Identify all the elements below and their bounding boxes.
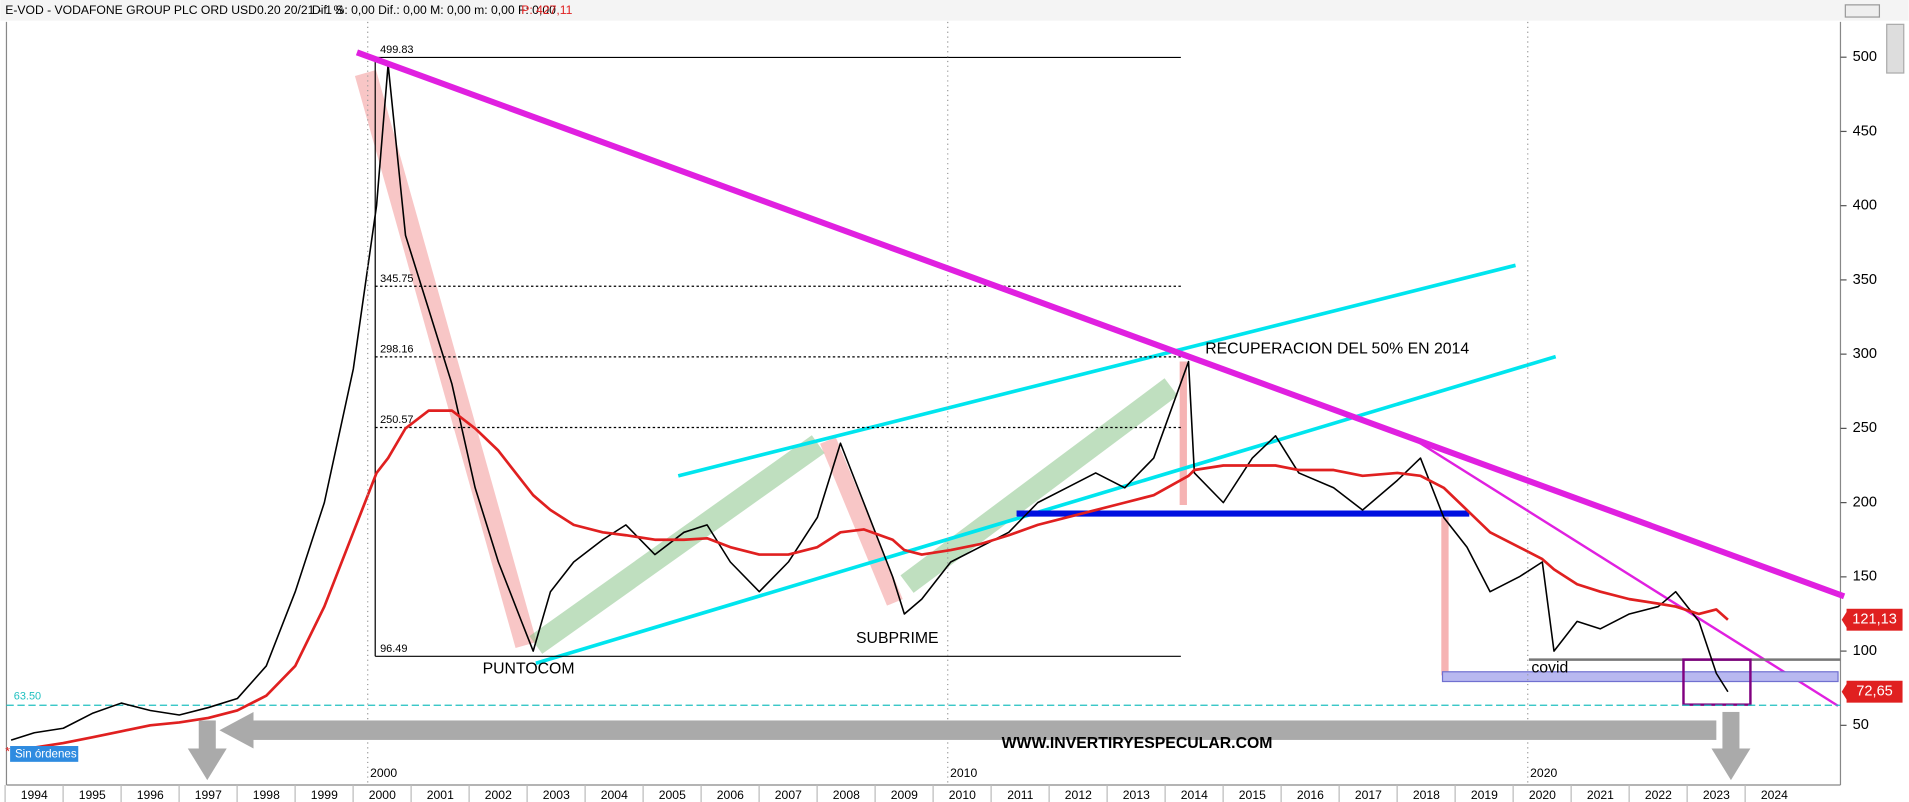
header-bar xyxy=(0,0,1909,21)
x-tick-label: 2013 xyxy=(1123,788,1150,802)
x-tick-label: 2015 xyxy=(1239,788,1266,802)
y-tick-label: 500 xyxy=(1853,49,1877,65)
decade-label: 2010 xyxy=(950,766,977,780)
down-arrow xyxy=(1722,711,1740,751)
fib-label: 499.83 xyxy=(380,44,413,56)
decade-label: 2000 xyxy=(370,766,397,780)
annotation: RECUPERACION DEL 50% EN 2014 xyxy=(1205,340,1469,357)
side-tool[interactable] xyxy=(1886,23,1905,74)
annotation: WWW.INVERTIRYESPECULAR.COM xyxy=(1002,735,1273,752)
y-tick-label: 450 xyxy=(1853,123,1877,139)
price-tag-pointer xyxy=(1841,609,1848,630)
x-tick-label: 2000 xyxy=(369,788,396,802)
down-arrow-head xyxy=(1711,748,1751,781)
price-line xyxy=(10,63,1729,741)
trend-line xyxy=(535,354,1557,666)
y-tick-label: 300 xyxy=(1853,346,1877,362)
focus-box xyxy=(1682,658,1752,706)
y-tick-label: 200 xyxy=(1853,494,1877,510)
x-tick-label: 2011 xyxy=(1007,788,1033,802)
range-arrow xyxy=(243,720,1717,740)
down-arrow-shape xyxy=(820,437,903,606)
x-tick-label: 2002 xyxy=(485,788,512,802)
trend-line xyxy=(355,49,1846,600)
annotation: PUNTOCOM xyxy=(483,661,575,678)
x-tick-label: 2001 xyxy=(427,788,454,802)
overlays: * Sin órdenes 121,13 72,65 PUNTOCOM SUBPRIM… xyxy=(5,49,1903,781)
x-tick-label: 1999 xyxy=(311,788,338,802)
x-tick-label: 2020 xyxy=(1529,788,1556,802)
y-tick-label: 400 xyxy=(1853,198,1877,214)
y-tick-label: 250 xyxy=(1853,420,1877,436)
price-tag xyxy=(1846,680,1903,703)
x-tick-label: 2023 xyxy=(1703,788,1730,802)
level-band xyxy=(1441,671,1839,683)
fib-label: 96.49 xyxy=(380,643,407,655)
down-arrow-head xyxy=(187,748,227,781)
fib-label: 345.75 xyxy=(380,273,413,285)
last-price: P: 427,11 xyxy=(521,3,572,17)
down-arrow-shape xyxy=(354,70,537,648)
x-tick-label: 2009 xyxy=(891,788,918,802)
x-tick-label: 2021 xyxy=(1587,788,1614,802)
down-arrow xyxy=(198,720,216,751)
x-tick-label: 2003 xyxy=(543,788,570,802)
x-tick-label: 2012 xyxy=(1065,788,1092,802)
up-arrow-shape xyxy=(529,435,825,654)
x-tick-label: 1996 xyxy=(137,788,164,802)
x-tick-label: 2010 xyxy=(949,788,976,802)
trend-line xyxy=(1411,437,1839,707)
annotation: SUBPRIME xyxy=(856,630,939,647)
window-button[interactable] xyxy=(1844,4,1881,18)
order-status-box xyxy=(10,746,79,762)
order-status: Sin órdenes xyxy=(15,749,77,761)
x-tick-label: 2005 xyxy=(659,788,686,802)
price-tag-label: 121,13 xyxy=(1852,612,1897,628)
order-status-marker: * xyxy=(5,744,10,758)
x-tick-label: 2008 xyxy=(833,788,860,802)
stats: Dif. %: 0,00 Dif.: 0,00 M: 0,00 m: 0,00 … xyxy=(312,3,556,17)
price-tag-label: 72,65 xyxy=(1856,684,1893,700)
x-tick-label: 2024 xyxy=(1761,788,1788,802)
x-tick-label: 1997 xyxy=(195,788,222,802)
x-tick-label: 1995 xyxy=(79,788,106,802)
annotation: covid xyxy=(1531,659,1568,676)
y-tick-label: 150 xyxy=(1853,569,1877,585)
chart-title: E-VOD - VODAFONE GROUP PLC ORD USD0.20 2… xyxy=(5,3,343,17)
moving-average xyxy=(10,409,1729,752)
y-tick-label: 350 xyxy=(1853,272,1877,288)
fib-label: 250.57 xyxy=(380,414,413,426)
x-tick-label: 2014 xyxy=(1181,788,1208,802)
x-tick-label: 1994 xyxy=(21,788,48,802)
x-tick-label: 2022 xyxy=(1645,788,1672,802)
x-tick-label: 2019 xyxy=(1471,788,1498,802)
range-arrow-head xyxy=(219,711,254,749)
y-tick-label: 100 xyxy=(1853,643,1877,659)
x-tick-label: 2018 xyxy=(1413,788,1440,802)
support-label: 63.50 xyxy=(14,691,41,703)
y-tick-label: 50 xyxy=(1853,717,1869,733)
drawings: 499.83 345.75 298.16 250.57 96.49 63.50 xyxy=(6,44,1841,752)
x-tick-label: 2016 xyxy=(1297,788,1324,802)
fib-label: 298.16 xyxy=(380,343,413,355)
x-tick-label: 2017 xyxy=(1355,788,1382,802)
x-tick-label: 2004 xyxy=(601,788,628,802)
price-tag xyxy=(1846,608,1903,631)
trend-line xyxy=(677,263,1516,478)
x-tick-label: 1998 xyxy=(253,788,280,802)
price-tag-pointer xyxy=(1841,681,1848,702)
x-tick-label: 2006 xyxy=(717,788,744,802)
decade-label: 2020 xyxy=(1530,766,1557,780)
x-tick-label: 2007 xyxy=(775,788,802,802)
